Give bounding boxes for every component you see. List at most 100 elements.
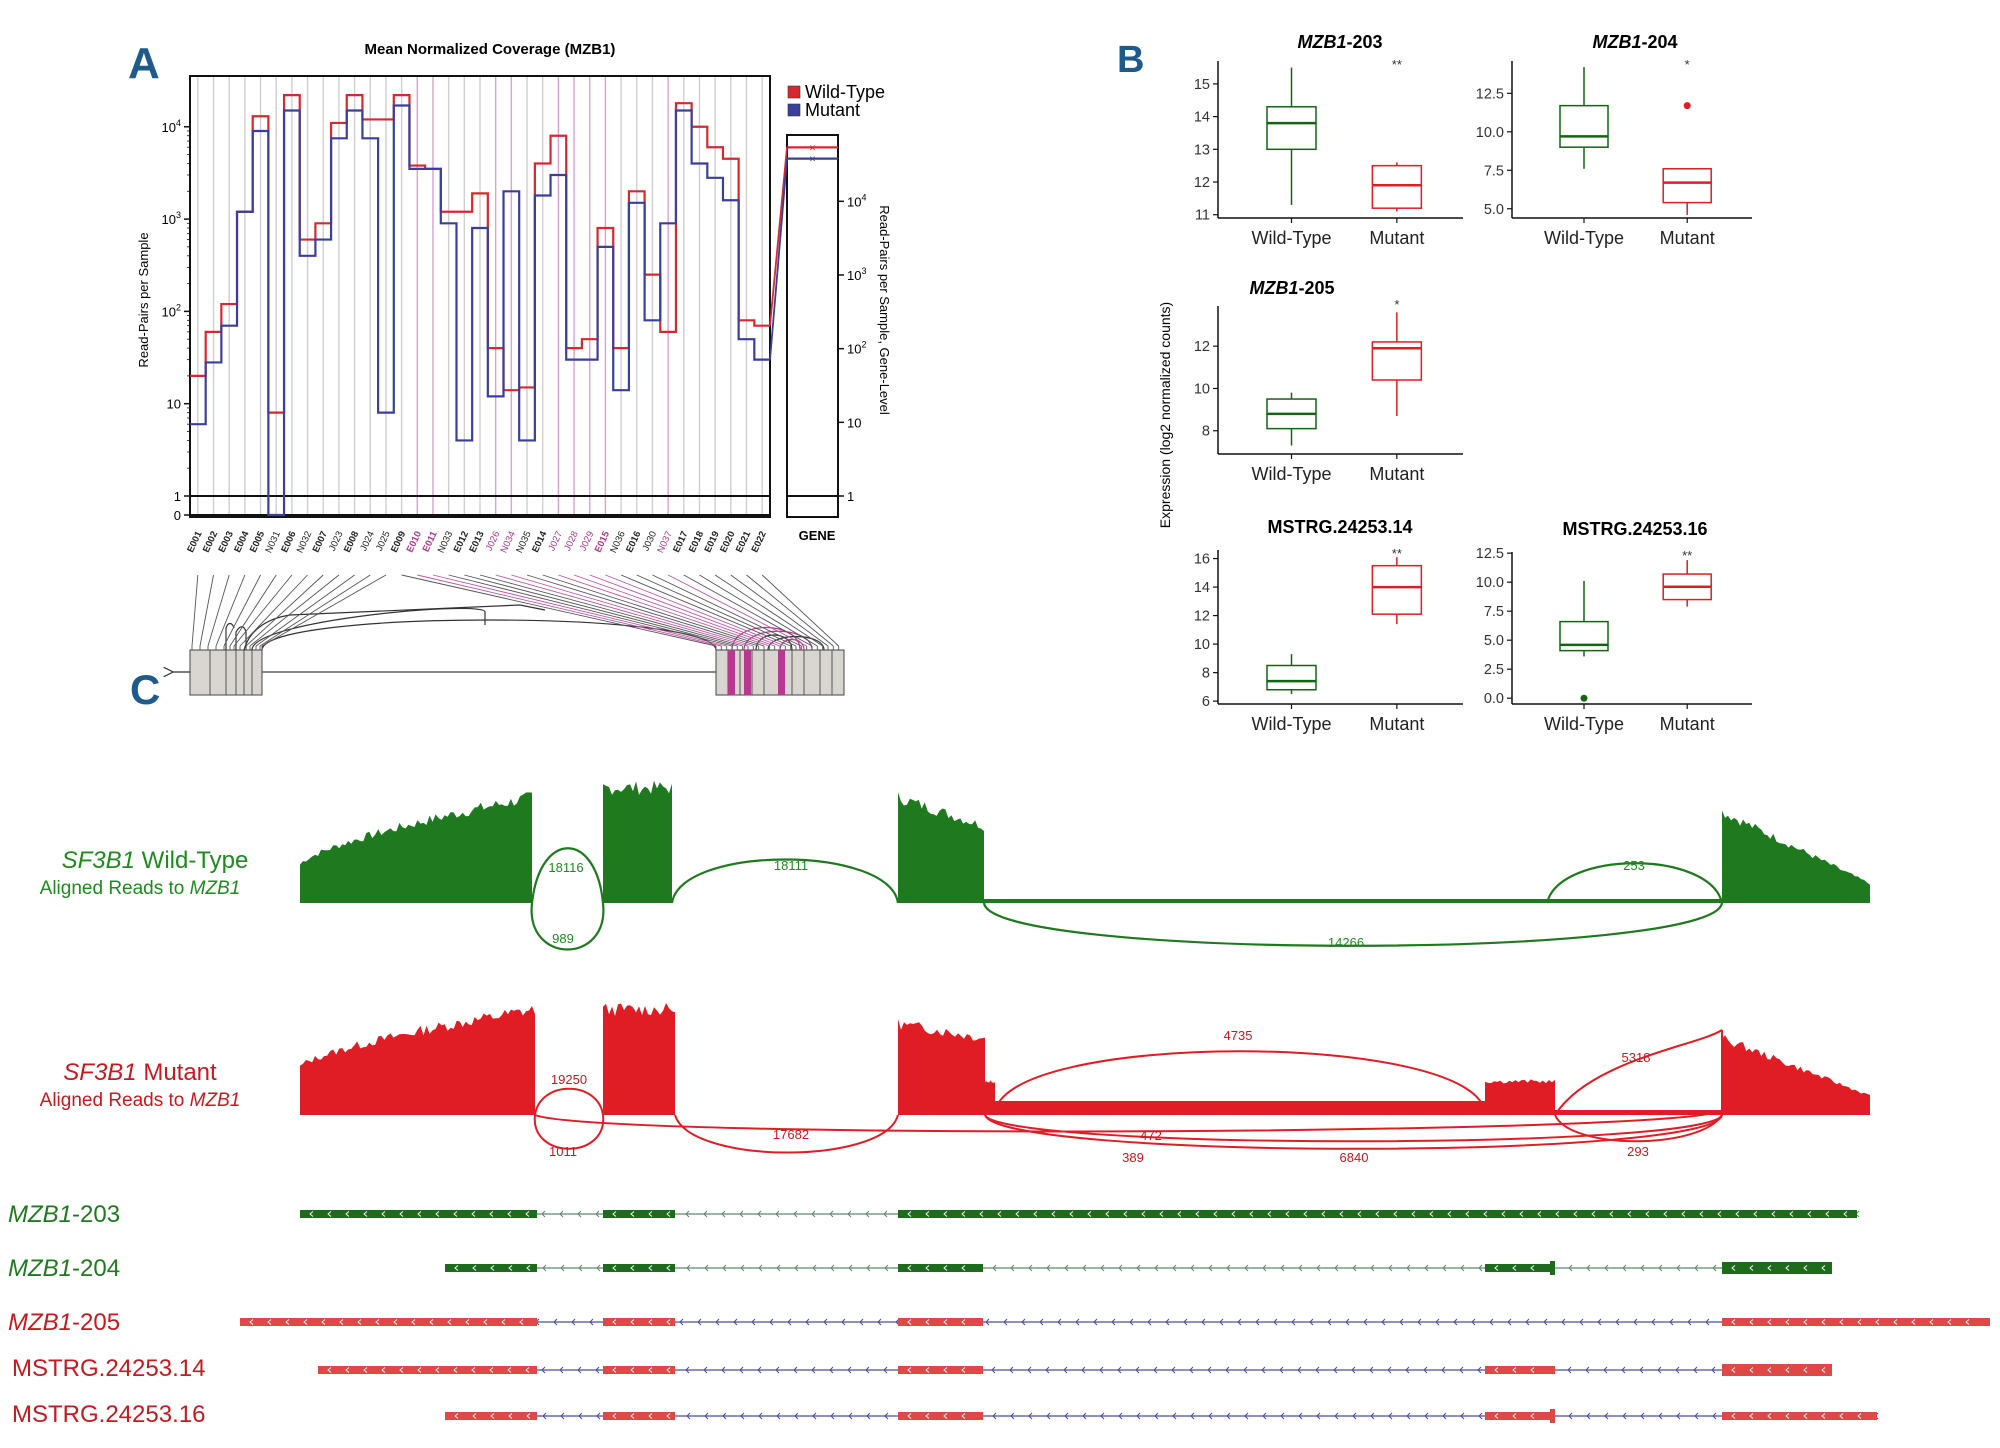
mut-junction-arc bbox=[984, 1114, 1723, 1150]
exon-chevron bbox=[285, 1319, 290, 1325]
exon-chevron bbox=[525, 1367, 530, 1373]
coverage-exon bbox=[300, 1006, 535, 1115]
exon-chevron bbox=[1015, 1211, 1020, 1217]
feature-connector bbox=[207, 574, 230, 647]
exon-chevron bbox=[1231, 1211, 1236, 1217]
exon-chevron bbox=[1249, 1211, 1254, 1217]
strand-chevron bbox=[1183, 1318, 1188, 1326]
wt-track-label: SF3B1 Wild-Type bbox=[62, 847, 249, 874]
strand-chevron bbox=[1255, 1318, 1260, 1326]
strand-chevron bbox=[1262, 1412, 1267, 1420]
exon-chevron bbox=[381, 1367, 386, 1373]
exon-chevron bbox=[363, 1211, 368, 1217]
alt-exon-mark bbox=[744, 650, 751, 695]
panel-c-sashimi: SF3B1 Wild-Type Aligned Reads to MZB1 SF… bbox=[8, 780, 1990, 1428]
y-tick-label: 12 bbox=[1194, 609, 1210, 625]
strand-chevron bbox=[1567, 1366, 1572, 1374]
strand-chevron bbox=[595, 1366, 600, 1374]
strand-chevron bbox=[596, 1264, 601, 1272]
strand-chevron bbox=[865, 1210, 870, 1218]
strand-chevron bbox=[1243, 1366, 1248, 1374]
exon-chevron bbox=[327, 1367, 332, 1373]
strand-chevron bbox=[776, 1412, 781, 1420]
strand-chevron bbox=[685, 1366, 690, 1374]
strand-chevron bbox=[1489, 1318, 1494, 1326]
strand-chevron bbox=[686, 1412, 691, 1420]
transcript-exon bbox=[603, 1210, 675, 1218]
strand-chevron bbox=[1694, 1264, 1699, 1272]
exon-chevron bbox=[1105, 1211, 1110, 1217]
strand-chevron bbox=[1369, 1366, 1374, 1374]
feature-connector bbox=[573, 574, 775, 647]
feature-connector bbox=[620, 574, 791, 647]
feature-connector bbox=[761, 574, 839, 647]
strand-chevron bbox=[1585, 1366, 1590, 1374]
strand-chevron bbox=[811, 1366, 816, 1374]
y-tick-label: 12.5 bbox=[1476, 86, 1504, 102]
y-tick-label: 13 bbox=[1194, 142, 1210, 158]
y-tick-label: 6 bbox=[1202, 694, 1210, 710]
y-tick-label: 103 bbox=[162, 210, 181, 227]
exon-chevron bbox=[1573, 1211, 1578, 1217]
strand-chevron bbox=[715, 1318, 720, 1326]
box bbox=[1371, 164, 1423, 209]
exon-chevron bbox=[1767, 1413, 1772, 1419]
wt-junction-arc bbox=[670, 858, 900, 904]
strand-chevron bbox=[1261, 1366, 1266, 1374]
strand-chevron bbox=[1237, 1318, 1242, 1326]
strand-chevron bbox=[1208, 1412, 1213, 1420]
strand-chevron bbox=[703, 1366, 708, 1374]
exon-chevron bbox=[612, 1367, 617, 1373]
strand-chevron bbox=[883, 1210, 888, 1218]
exon-chevron bbox=[1321, 1211, 1326, 1217]
coverage-exon bbox=[300, 792, 532, 903]
x-tick-label: Mutant bbox=[1369, 714, 1424, 734]
exon-chevron bbox=[1123, 1211, 1128, 1217]
feature-connector bbox=[401, 574, 717, 647]
y-tick-label: 7.5 bbox=[1484, 163, 1504, 179]
strand-chevron bbox=[1460, 1264, 1465, 1272]
strand-chevron bbox=[1651, 1318, 1656, 1326]
exon-chevron bbox=[1033, 1211, 1038, 1217]
y-tick-label: 10.0 bbox=[1476, 125, 1504, 141]
y-right-tick-label: 103 bbox=[847, 266, 866, 283]
exon-chevron bbox=[630, 1319, 635, 1325]
exon-chevron bbox=[1393, 1211, 1398, 1217]
strand-chevron bbox=[811, 1210, 816, 1218]
strand-chevron bbox=[1405, 1366, 1410, 1374]
strand-chevron bbox=[830, 1412, 835, 1420]
strand-chevron bbox=[1039, 1318, 1044, 1326]
mut-junction-arc bbox=[533, 1114, 605, 1150]
strand-chevron bbox=[1568, 1412, 1573, 1420]
feature-connector bbox=[558, 574, 770, 647]
exon-chevron bbox=[612, 1211, 617, 1217]
junction-arc bbox=[243, 604, 546, 651]
feature-tick-label: E008 bbox=[342, 530, 361, 555]
strand-chevron bbox=[578, 1412, 583, 1420]
exon-chevron bbox=[472, 1265, 477, 1271]
exon-junction-diagram bbox=[172, 574, 845, 696]
feature-connector bbox=[652, 574, 802, 647]
strand-chevron bbox=[1676, 1264, 1681, 1272]
strand-chevron bbox=[1693, 1366, 1698, 1374]
exon-chevron bbox=[1591, 1211, 1596, 1217]
gene-level-wt-marker: × bbox=[809, 142, 815, 154]
box bbox=[1559, 620, 1609, 652]
strand-chevron bbox=[794, 1264, 799, 1272]
strand-chevron bbox=[823, 1318, 828, 1326]
gene-level-mut-marker: × bbox=[809, 154, 815, 166]
x-tick-label: Wild-Type bbox=[1251, 464, 1331, 484]
strand-chevron bbox=[1381, 1318, 1386, 1326]
transcript-exon bbox=[1722, 1262, 1832, 1274]
exon-chevron bbox=[1494, 1265, 1499, 1271]
y-tick-label: 10 bbox=[167, 397, 181, 412]
y-tick-label: 14 bbox=[1194, 580, 1210, 596]
exon-chevron bbox=[1785, 1265, 1790, 1271]
strand-chevron bbox=[1478, 1264, 1483, 1272]
box bbox=[1266, 664, 1317, 691]
strand-chevron bbox=[1568, 1264, 1573, 1272]
panel-b-boxplots: Expression (log2 normalized counts) MZB1… bbox=[1157, 32, 1752, 734]
panel-a-ylabel-right: Read-Pairs per Sample, Gene-Level bbox=[877, 205, 892, 415]
exon-chevron bbox=[666, 1413, 671, 1419]
strand-chevron bbox=[1687, 1318, 1692, 1326]
